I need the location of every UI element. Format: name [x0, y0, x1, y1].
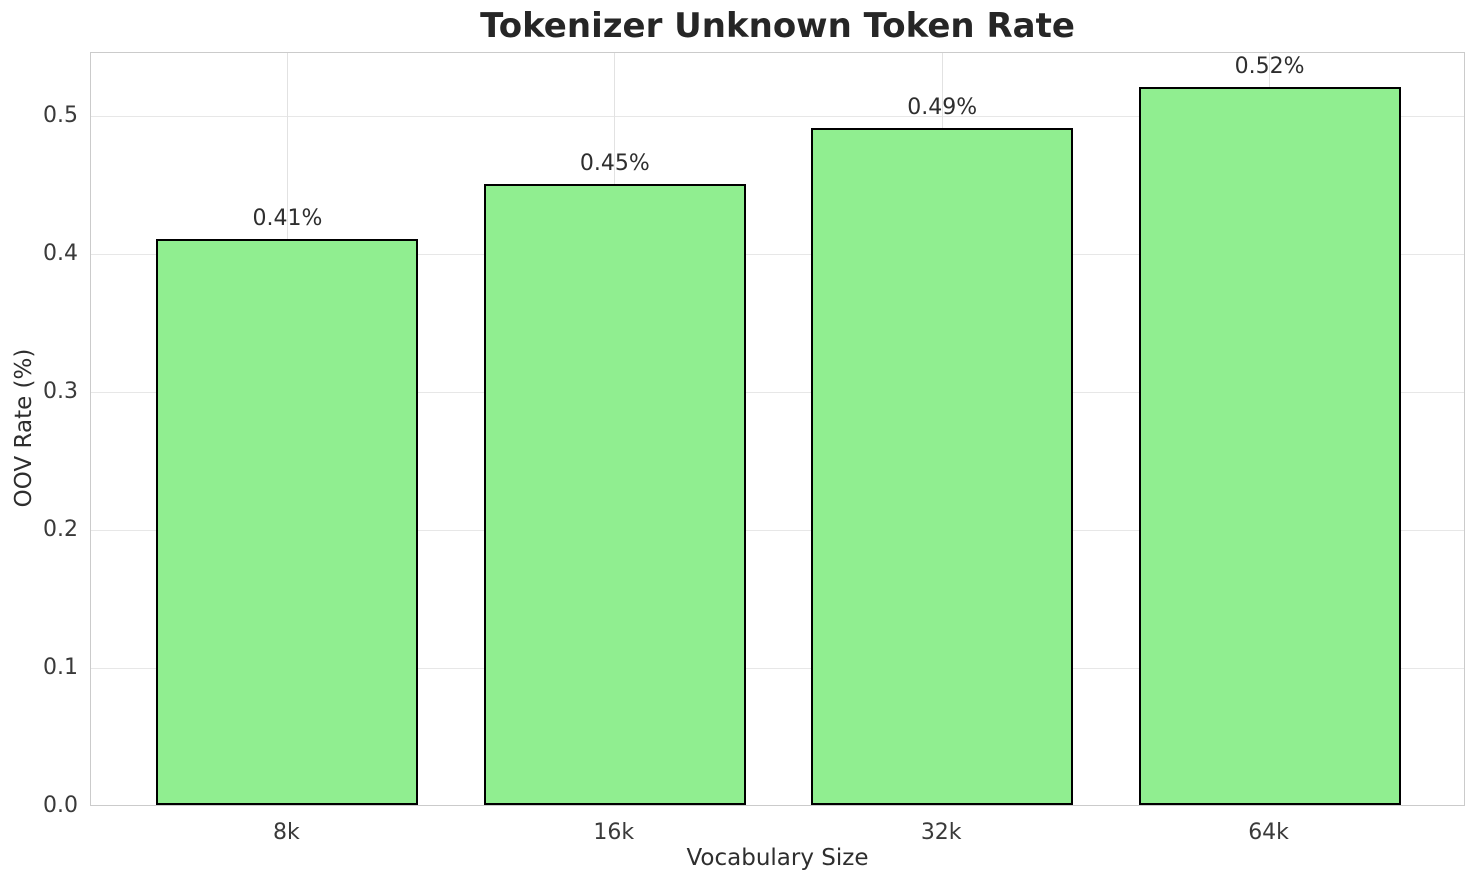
bar-16k [483, 183, 746, 805]
y-tick-label: 0.5 [43, 102, 78, 128]
plot-area: 0.41% 0.45% 0.49% 0.52% [90, 52, 1465, 806]
y-gridline [91, 392, 1464, 394]
x-tick-label: 16k [593, 820, 635, 845]
y-gridline [91, 254, 1464, 256]
y-tick-label: 0.4 [43, 240, 78, 266]
x-tick-label: 8k [273, 820, 300, 845]
bar-value-label: 0.45% [579, 150, 650, 176]
bar-value-label: 0.52% [1234, 53, 1305, 79]
y-gridline [91, 116, 1464, 118]
y-tick-label: 0.3 [43, 378, 78, 404]
y-axis-label: OOV Rate (%) [11, 348, 37, 508]
bar-8k [156, 238, 419, 805]
x-tick-label: 64k [1248, 820, 1289, 845]
y-gridline [91, 668, 1464, 670]
y-gridline [91, 530, 1464, 532]
x-tick-label: 32k [920, 820, 962, 845]
bar-32k [811, 128, 1074, 805]
y-tick-label: 0.1 [43, 654, 78, 680]
bar-value-label: 0.41% [252, 205, 323, 231]
chart-title: Tokenizer Unknown Token Rate [480, 6, 1075, 46]
bar-value-label: 0.49% [907, 95, 978, 121]
y-tick-label: 0.0 [43, 793, 78, 818]
x-axis-label: Vocabulary Size [686, 845, 869, 871]
y-tick-label: 0.2 [43, 516, 78, 542]
bar-64k [1138, 86, 1401, 805]
